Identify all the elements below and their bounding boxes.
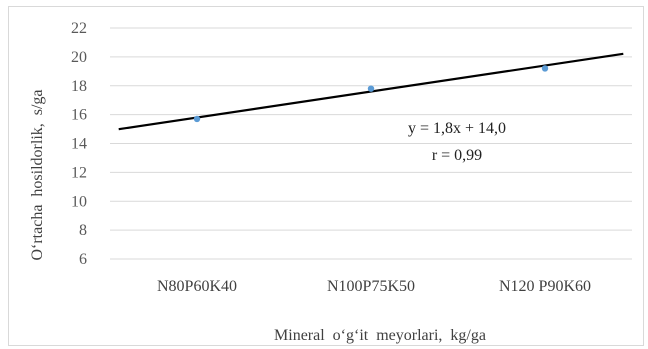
x-tick-labels: N80P60K40 N100P75K50 N120 P90K60 (157, 278, 591, 295)
y-tick-label: 18 (71, 78, 87, 95)
y-tick-labels: 6 8 10 12 14 16 18 20 22 (71, 20, 87, 268)
y-tick-label: 16 (71, 107, 87, 124)
x-tick-label: N100P75K50 (327, 278, 415, 295)
chart-frame (8, 6, 644, 346)
y-tick-label: 22 (71, 20, 87, 37)
data-point (193, 115, 201, 123)
x-tick-label: N80P60K40 (157, 278, 237, 295)
y-tick-label: 12 (71, 164, 87, 181)
y-tick-label: 8 (79, 222, 87, 239)
y-tick-label: 20 (71, 49, 87, 66)
data-point (367, 85, 375, 92)
gridlines (110, 27, 632, 260)
y-axis-title: O‘rtacha hosildorlik, s/ga (29, 89, 46, 260)
y-tick-label: 6 (79, 251, 87, 268)
r-annotation: r = 0,99 (432, 147, 482, 164)
y-tick-label: 14 (71, 136, 87, 153)
data-points (193, 65, 549, 123)
y-tick-label: 10 (71, 193, 87, 210)
x-axis-title: Mineral o‘g‘it meyorlari, kg/ga (274, 327, 486, 344)
data-point (541, 65, 549, 72)
x-tick-label: N120 P90K60 (499, 278, 591, 295)
equation-annotation: y = 1,8x + 14,0 (408, 120, 506, 137)
